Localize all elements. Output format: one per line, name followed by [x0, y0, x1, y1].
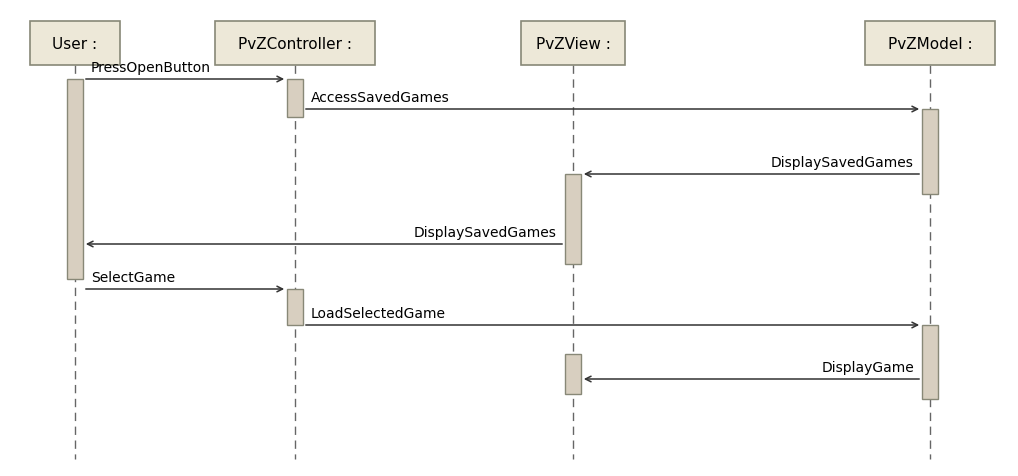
Bar — [922, 325, 938, 399]
Text: PvZModel :: PvZModel : — [888, 37, 972, 51]
Bar — [287, 80, 303, 118]
Text: LoadSelectedGame: LoadSelectedGame — [312, 307, 446, 320]
Bar — [67, 80, 83, 279]
Bar — [565, 354, 581, 394]
Text: User :: User : — [53, 37, 98, 51]
Bar — [565, 175, 581, 265]
Text: PvZController :: PvZController : — [238, 37, 352, 51]
Text: PressOpenButton: PressOpenButton — [91, 61, 211, 75]
Bar — [521, 22, 625, 66]
Text: SelectGame: SelectGame — [91, 270, 175, 284]
Text: DisplaySavedGames: DisplaySavedGames — [771, 156, 914, 169]
Text: DisplayGame: DisplayGame — [822, 360, 914, 374]
Bar — [30, 22, 120, 66]
Bar — [215, 22, 375, 66]
Text: AccessSavedGames: AccessSavedGames — [312, 91, 450, 105]
Text: PvZView :: PvZView : — [535, 37, 611, 51]
Text: DisplaySavedGames: DisplaySavedGames — [414, 226, 557, 239]
Bar — [865, 22, 995, 66]
Bar — [287, 289, 303, 325]
Bar — [922, 110, 938, 195]
